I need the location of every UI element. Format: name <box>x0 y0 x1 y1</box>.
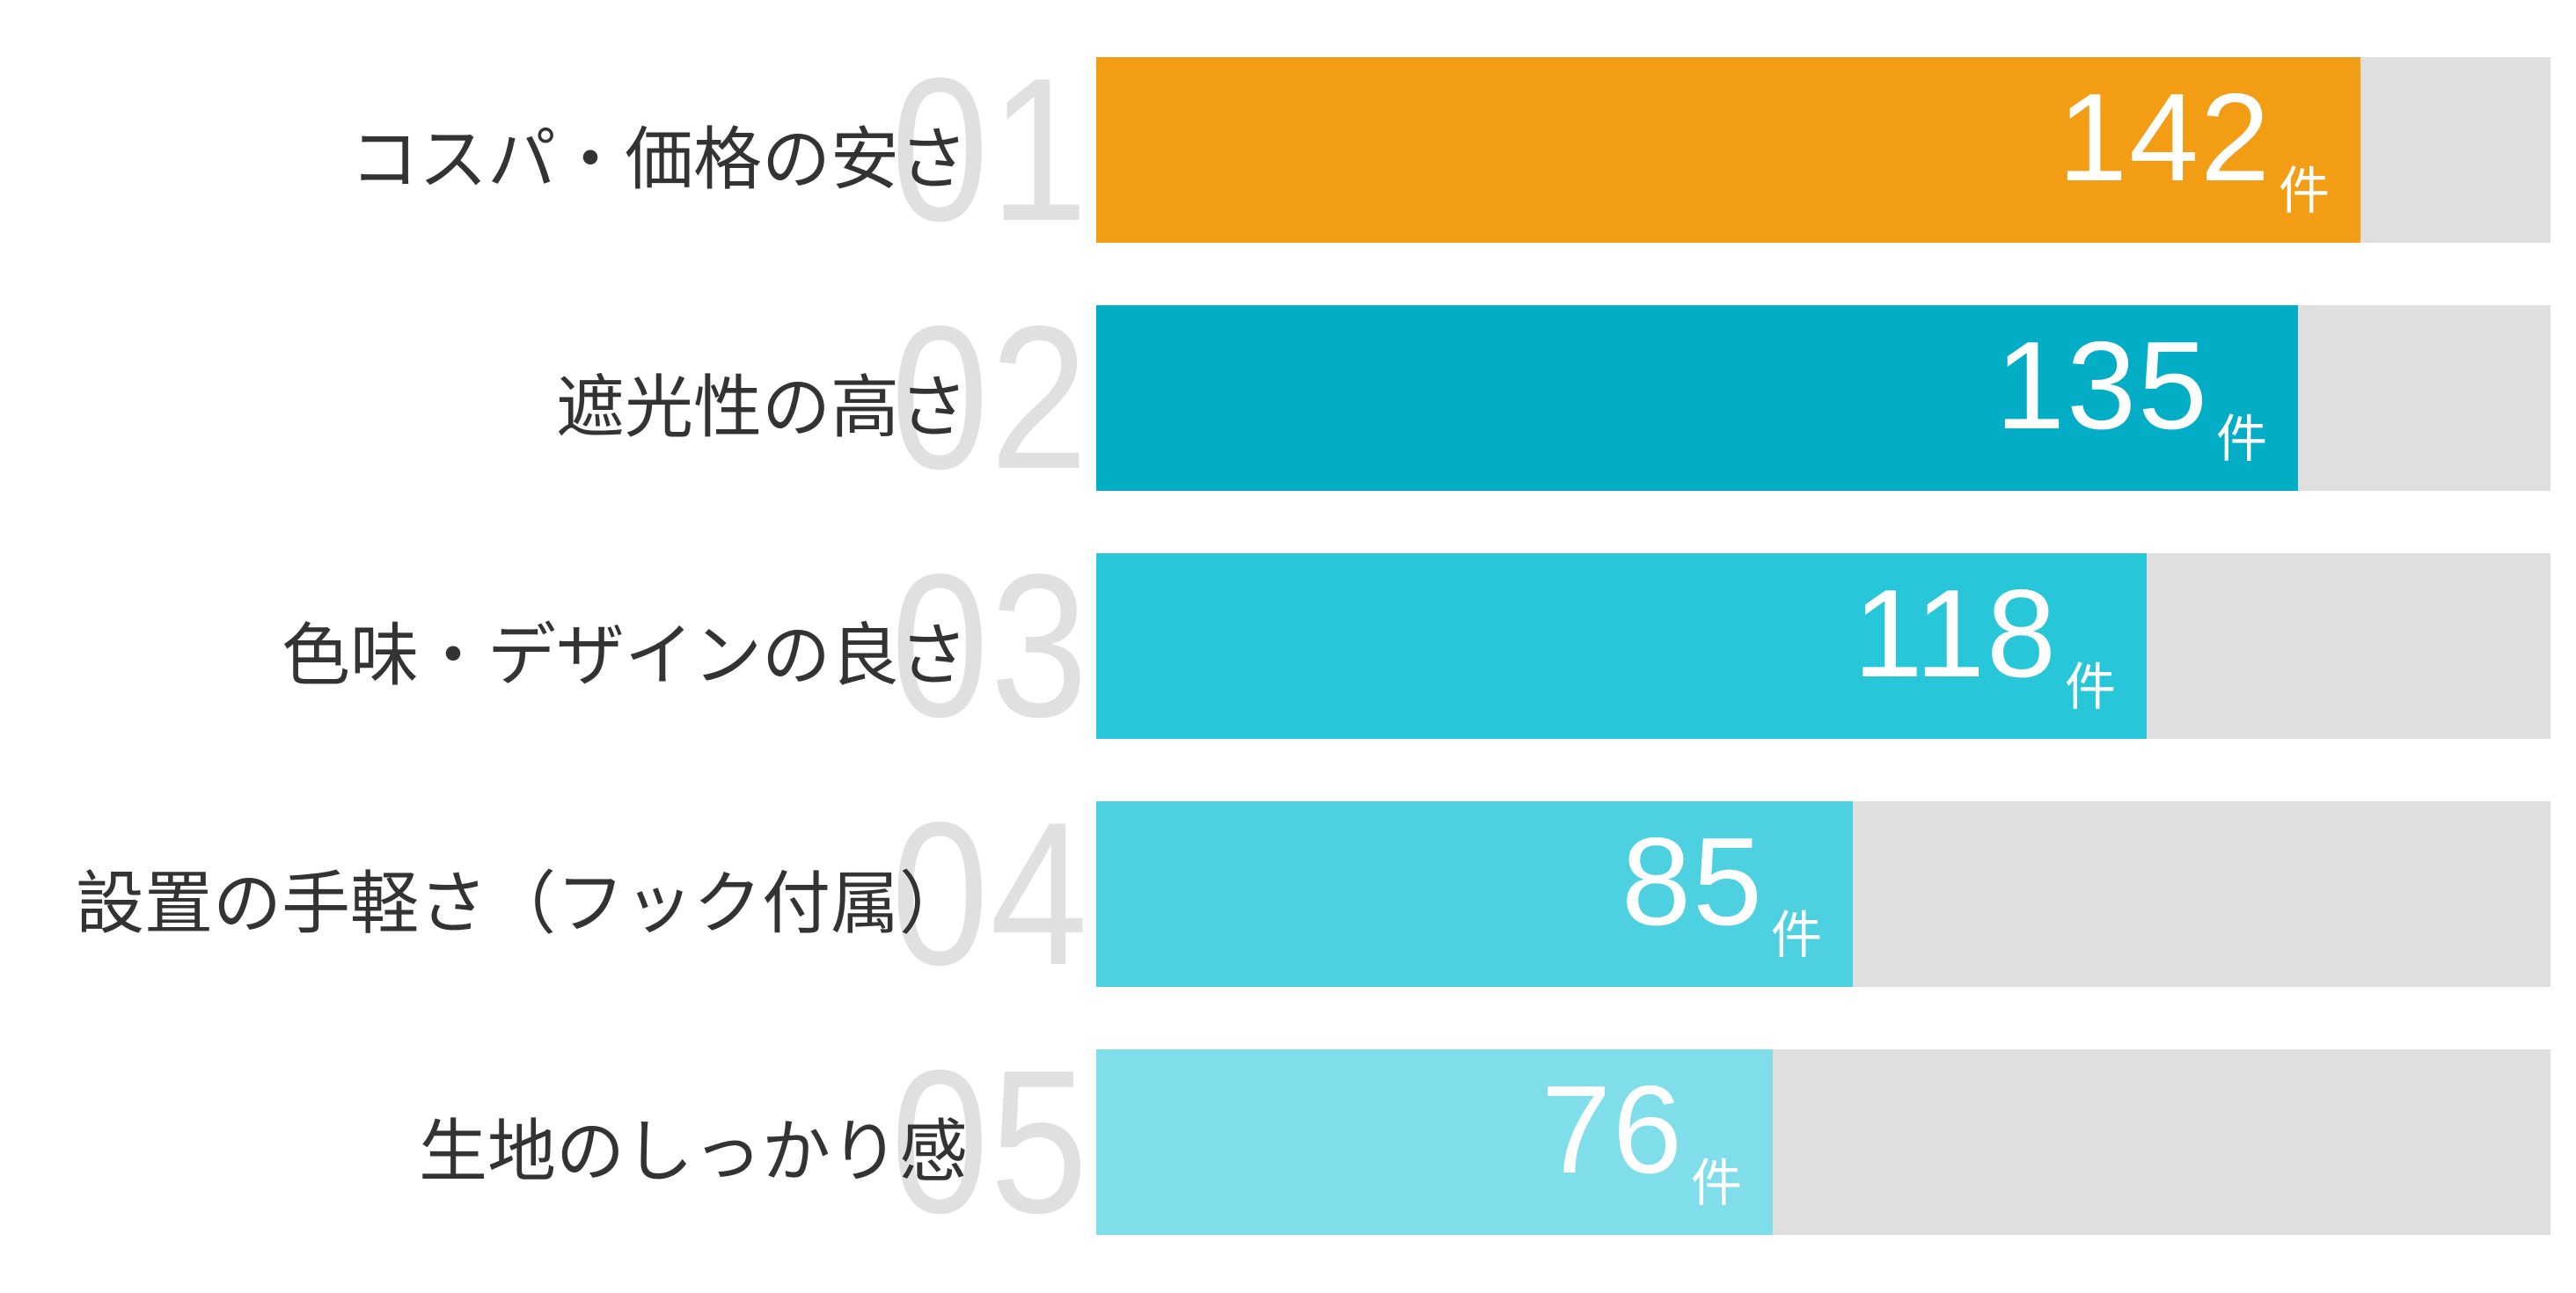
value-number: 135 <box>1995 316 2209 456</box>
chart-row-4: 04 設置の手軽さ（フック付属） 85 件 <box>0 782 2576 1006</box>
category-label: コスパ・価格の安さ <box>349 121 968 200</box>
rank-number: 02 <box>890 284 1089 512</box>
chart-row-3: 03 色味・デザインの良さ 118 件 <box>0 534 2576 758</box>
bar-fill: 76 件 <box>1096 1049 1773 1235</box>
value-unit: 件 <box>2215 409 2267 469</box>
value-label: 76 件 <box>1541 1049 1742 1235</box>
chart-row-2: 02 遮光性の高さ 135 件 <box>0 286 2576 510</box>
value-unit: 件 <box>1770 905 1822 965</box>
chart-row-1: 01 コスパ・価格の安さ 142 件 <box>0 38 2576 262</box>
value-label: 118 件 <box>1854 553 2116 739</box>
bar-track: 135 件 <box>1096 305 2550 491</box>
value-unit: 件 <box>1690 1153 1742 1213</box>
category-label: 設置の手軽さ（フック付属） <box>75 865 968 944</box>
category-label: 生地のしっかり感 <box>418 1113 968 1192</box>
bar-track: 76 件 <box>1096 1049 2550 1235</box>
category-label: 色味・デザインの良さ <box>281 617 968 696</box>
bar-fill: 118 件 <box>1096 553 2147 739</box>
bar-fill: 85 件 <box>1096 801 1853 987</box>
chart-row-5: 05 生地のしっかり感 76 件 <box>0 1030 2576 1254</box>
rank-number: 04 <box>890 780 1089 1008</box>
value-label: 85 件 <box>1621 801 1822 987</box>
rank-number: 03 <box>890 532 1089 760</box>
value-unit: 件 <box>2064 657 2116 717</box>
value-number: 118 <box>1853 564 2058 704</box>
value-unit: 件 <box>2278 161 2330 221</box>
value-label: 135 件 <box>1995 305 2267 491</box>
category-label: 遮光性の高さ <box>555 369 968 448</box>
value-label: 142 件 <box>2058 57 2330 243</box>
value-number: 76 <box>1541 1060 1684 1200</box>
bar-fill: 135 件 <box>1096 305 2298 491</box>
bar-track: 85 件 <box>1096 801 2550 987</box>
bar-track: 118 件 <box>1096 553 2550 739</box>
value-number: 142 <box>2058 68 2272 208</box>
rank-number: 01 <box>890 36 1089 264</box>
value-number: 85 <box>1621 812 1764 952</box>
rank-number: 05 <box>890 1028 1089 1256</box>
bar-fill: 142 件 <box>1096 57 2360 243</box>
bar-track: 142 件 <box>1096 57 2550 243</box>
